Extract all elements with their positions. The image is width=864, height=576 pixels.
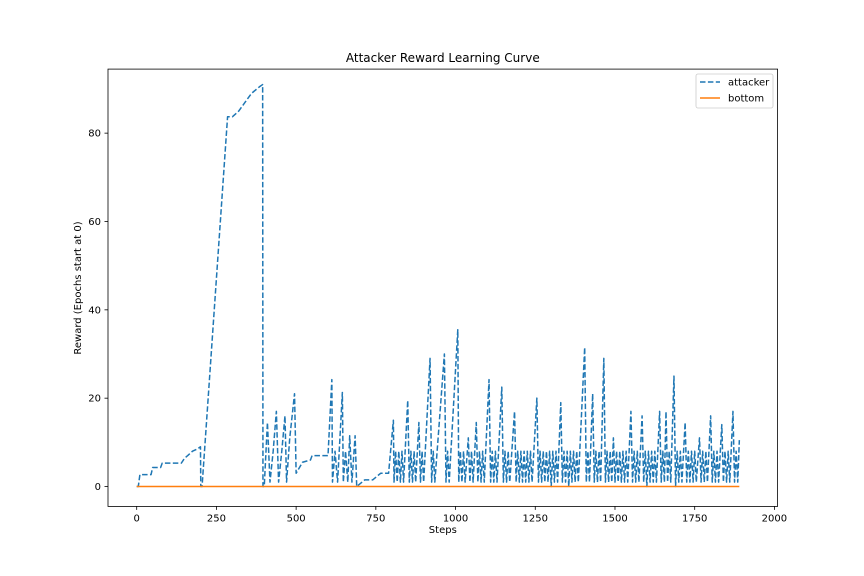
x-tick-label: 1250 [523,513,548,524]
x-tick-label: 750 [366,513,385,524]
legend-label-bottom: bottom [728,94,764,105]
y-tick-label: 40 [88,305,101,316]
series-line-attacker [136,83,741,488]
x-tick-label: 1750 [682,513,707,524]
y-tick-label: 0 [95,482,101,493]
series-layer [136,83,741,488]
y-axis-ticks: 0 20 40 60 80 [88,129,108,493]
x-tick-label: 0 [134,513,140,524]
legend: attacker bottom [695,73,774,109]
y-tick-label: 20 [88,394,101,405]
x-axis-ticks: 0 250 500 750 1000 1250 1500 1750 2000 [134,506,787,524]
axes-frame [107,68,778,507]
chart-title: Attacker Reward Learning Curve [346,51,540,65]
legend-box [695,73,774,109]
y-tick-label: 80 [88,129,101,140]
plot-area [108,69,778,507]
x-tick-label: 2000 [762,513,787,524]
x-tick-label: 500 [287,513,306,524]
x-tick-label: 1500 [602,513,627,524]
y-tick-label: 60 [88,217,101,228]
y-axis-label: Reward (Epochs start at 0) [73,221,84,354]
x-axis-label: Steps [429,525,457,536]
x-tick-label: 1000 [443,513,468,524]
x-tick-label: 250 [207,513,226,524]
legend-label-attacker: attacker [728,78,770,89]
